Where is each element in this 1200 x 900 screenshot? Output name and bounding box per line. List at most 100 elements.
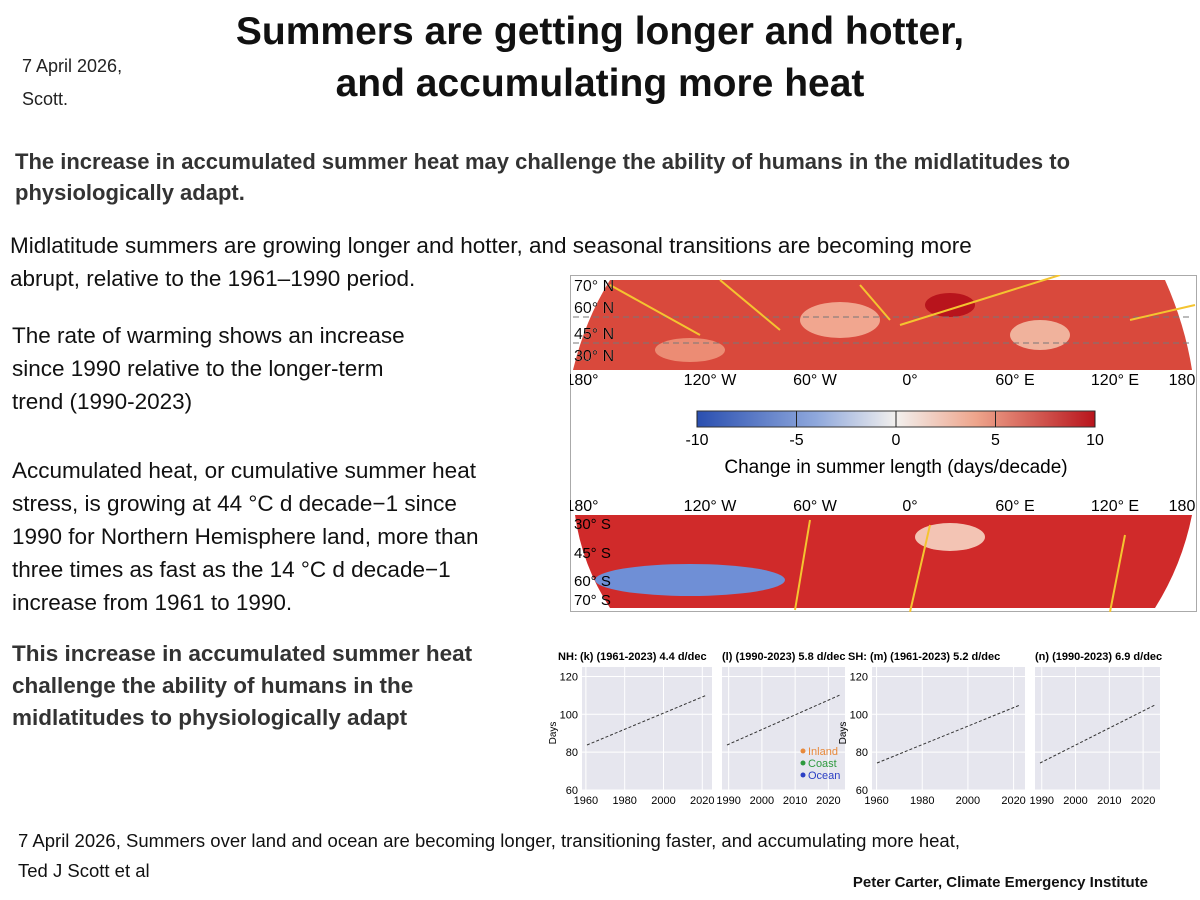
closing-text: midlatitudes to physiologically adapt [12, 705, 408, 730]
x-tick-label: 2000 [750, 795, 774, 807]
title: Summers are getting longer and hotter, [235, 10, 965, 53]
x-tick-label: 1960 [864, 795, 888, 807]
citation: 7 April 2026, Summers over land and ocea… [18, 830, 961, 851]
hemisphere-label: SH: [848, 651, 867, 663]
lat-label: 60° N [574, 300, 614, 317]
x-tick-label: 1990 [716, 795, 740, 807]
y-tick-label: 100 [850, 709, 868, 721]
paragraph: stress, is growing at 44 °C d decade−1 s… [12, 491, 457, 516]
paragraph: Accumulated heat, or cumulative summer h… [12, 458, 476, 483]
paragraph: 1990 for Northern Hemisphere land, more … [12, 524, 479, 549]
legend-label: Coast [808, 758, 837, 770]
trend-line [876, 704, 1021, 764]
plot-area [582, 667, 712, 790]
lat-label: 30° N [574, 348, 614, 365]
legend-marker [800, 772, 806, 778]
colorbar-tick-label: 0 [892, 432, 901, 449]
paragraph: increase from 1961 to 1990. [12, 590, 293, 615]
colorbar-tick-label: 10 [1086, 432, 1104, 449]
colorbar-label: Change in summer length (days/decade) [724, 457, 1067, 478]
y-tick-label: 60 [566, 785, 578, 797]
x-tick-label: 2000 [956, 795, 980, 807]
colorbar-tick-label: 5 [991, 432, 1000, 449]
lon-label: 120° W [684, 372, 738, 389]
callout-lines [794, 519, 1126, 612]
y-tick-label: 80 [856, 747, 868, 759]
y-tick-label: 100 [560, 709, 578, 721]
paragraph: abrupt, relative to the 1961–1990 period… [10, 266, 416, 291]
lat-label: 45° S [574, 545, 611, 562]
closing-text: challenge the ability of humans in the [12, 673, 414, 698]
lat-label: 70° N [574, 278, 614, 295]
x-tick-label: 2020 [1001, 795, 1025, 807]
trend-line [1039, 704, 1156, 764]
x-tick-label: 1960 [574, 795, 598, 807]
lat-label: 60° S [574, 573, 611, 590]
panel-title: (m) (1961-2023) 5.2 d/dec [870, 651, 1000, 663]
lon-label: 180° [570, 372, 599, 389]
map-patch [1010, 320, 1070, 350]
legend-label: Inland [808, 746, 838, 758]
legend-marker [800, 748, 806, 754]
hemisphere-label: NH: [558, 651, 578, 663]
lon-label: 180° [570, 498, 599, 515]
colorbar-tick-label: -5 [789, 432, 803, 449]
plot-area [1035, 667, 1160, 790]
paragraph: trend (1990-2023) [12, 389, 193, 414]
paragraph: Midlatitude summers are growing longer a… [10, 233, 972, 258]
date: Scott. [22, 89, 69, 109]
map-patch [595, 564, 785, 596]
credit: Peter Carter, Climate Emergency Institut… [852, 874, 1148, 891]
y-axis-label: Days [548, 722, 559, 745]
x-tick-label: 2000 [651, 795, 675, 807]
lon-label: 60° W [793, 498, 838, 515]
lon-label: 60° E [995, 372, 1034, 389]
panel-title: (n) (1990-2023) 6.9 d/dec [1035, 651, 1162, 663]
y-tick-label: 120 [850, 671, 868, 683]
lead-text: The increase in accumulated summer heat … [15, 149, 1071, 174]
x-tick-label: 2020 [816, 795, 840, 807]
callout-lines [609, 275, 1196, 336]
lon-label: 0° [902, 372, 917, 389]
lon-label: 120° W [684, 498, 738, 515]
x-tick-label: 2010 [1097, 795, 1121, 807]
map-patch [655, 338, 725, 362]
y-tick-label: 80 [566, 747, 578, 759]
lead-text: physiologically adapt. [15, 180, 245, 205]
map-patch [800, 302, 880, 338]
x-tick-label: 2020 [690, 795, 714, 807]
trend-line [726, 694, 841, 746]
lon-label: 0° [902, 498, 917, 515]
panel-title: (l) (1990-2023) 5.8 d/dec [722, 651, 846, 663]
lon-label: 120° E [1091, 372, 1139, 389]
legend-label: Ocean [808, 770, 840, 782]
plot-area [722, 667, 845, 790]
map-patch [925, 293, 975, 317]
lon-label: 120° E [1091, 498, 1139, 515]
paragraph: The rate of warming shows an increase [12, 323, 405, 348]
map-patch [915, 523, 985, 551]
x-tick-label: 1980 [612, 795, 636, 807]
x-tick-label: 1980 [910, 795, 934, 807]
lat-label: 70° S [574, 592, 611, 609]
trend-line [586, 694, 708, 746]
x-tick-label: 2000 [1063, 795, 1087, 807]
y-tick-label: 60 [856, 785, 868, 797]
x-tick-label: 2010 [783, 795, 807, 807]
lat-label: 30° S [574, 516, 611, 533]
title: and accumulating more heat [335, 62, 865, 105]
y-tick-label: 120 [560, 671, 578, 683]
lon-label: 180 [1169, 372, 1196, 389]
y-axis-label: Days [838, 722, 849, 745]
lon-label: 180 [1169, 498, 1196, 515]
x-tick-label: 2020 [1131, 795, 1155, 807]
colorbar-tick-label: -10 [685, 432, 708, 449]
legend-marker [800, 760, 806, 766]
paragraph: since 1990 relative to the longer-term [12, 356, 384, 381]
closing-text: This increase in accumulated summer heat [12, 641, 473, 666]
lat-label: 45° N [574, 326, 614, 343]
plot-area [872, 667, 1025, 790]
trend-figure: NH: SH: (k) (1961-2023) 4.4 d/dec 60 80 100 12… [548, 651, 1162, 807]
x-tick-label: 1990 [1030, 795, 1054, 807]
